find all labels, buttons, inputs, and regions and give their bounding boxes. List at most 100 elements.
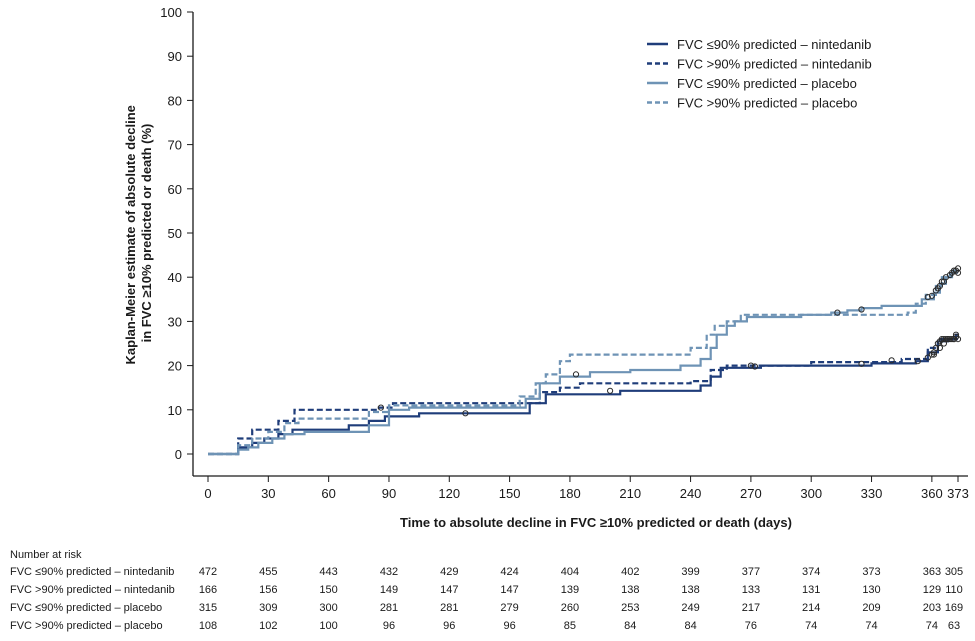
x-tick-label: 90 (382, 486, 396, 501)
risk-row: FVC >90% predicted – nintedanib 166 156 150… (0, 584, 975, 602)
risk-value: 404 (560, 566, 580, 578)
risk-row: FVC >90% predicted – placebo 108 102 100 96 9… (0, 620, 975, 638)
censor-mark (747, 362, 755, 369)
risk-value: 315 (198, 602, 218, 614)
risk-value: 147 (500, 584, 519, 596)
risk-value: 429 (440, 566, 459, 578)
legend-label: FVC >90% predicted – nintedanib (677, 57, 872, 72)
risk-value: 217 (741, 602, 761, 614)
risk-value: 279 (500, 602, 519, 614)
risk-row: FVC ≤90% predicted – placebo 315 309 300 281… (0, 602, 975, 620)
risk-value: 455 (259, 566, 278, 578)
risk-value: 74 (865, 620, 878, 632)
series-line-3 (208, 271, 958, 456)
risk-value: 138 (621, 584, 640, 596)
censor-mark (946, 336, 954, 343)
risk-value: 150 (319, 584, 338, 596)
y-axis-title: Kaplan-Meier estimate of absolute declin… (123, 102, 154, 365)
risk-row: FVC ≤90% predicted – nintedanib 472 455 443… (0, 566, 975, 584)
x-axis-title: Time to absolute decline in FVC ≥10% pre… (400, 515, 792, 530)
y-tick-label: 100 (160, 5, 182, 20)
censor-mark (954, 336, 962, 343)
censor-mark (607, 387, 614, 394)
censor-mark (944, 336, 952, 343)
series-line-4 (208, 269, 958, 456)
risk-value: 363 (922, 566, 942, 578)
legend-label: FVC ≤90% predicted – nintedanib (677, 37, 871, 52)
censor-mark (751, 363, 759, 370)
x-tick-label: 373 (947, 486, 969, 501)
risk-value: 133 (741, 584, 761, 596)
censor-mark (834, 309, 841, 316)
censor-mark (858, 306, 865, 313)
risk-value: 281 (379, 602, 399, 614)
risk-value: 130 (862, 584, 881, 596)
risk-value: 209 (862, 602, 881, 614)
censor-mark (950, 336, 958, 343)
y-tick-label: 20 (168, 359, 182, 374)
risk-value: 402 (621, 566, 640, 578)
risk-value: 85 (563, 620, 577, 632)
risk-value: 249 (681, 602, 700, 614)
risk-table-header: Number at risk (10, 549, 82, 561)
risk-value: 373 (862, 566, 881, 578)
legend-label: FVC >90% predicted – placebo (677, 96, 857, 111)
x-tick-label: 120 (438, 486, 460, 501)
x-tick-label: 150 (499, 486, 521, 501)
censor-mark (936, 344, 944, 351)
risk-value: 129 (922, 584, 942, 596)
number-at-risk-table: Number at risk FVC ≤90% predicted – nint… (0, 549, 975, 641)
risk-row-label: FVC >90% predicted – placebo (10, 620, 163, 632)
y-tick-label: 30 (168, 314, 182, 329)
censor-mark (858, 360, 865, 367)
censor-mark (462, 410, 469, 417)
risk-value: 147 (440, 584, 459, 596)
risk-value: 131 (802, 584, 821, 596)
censor-mark (572, 371, 580, 378)
risk-value: 472 (198, 566, 218, 578)
risk-value: 110 (945, 584, 963, 596)
risk-value: 102 (259, 620, 278, 632)
censor-mark (946, 271, 954, 279)
censor-mark (924, 294, 931, 301)
risk-value: 63 (947, 620, 961, 632)
risk-value: 96 (443, 620, 456, 632)
risk-row-label: FVC ≤90% predicted – nintedanib (10, 566, 175, 578)
censor-mark (940, 340, 948, 347)
risk-value: 84 (624, 620, 637, 632)
y-axis-title-line-1: Kaplan-Meier estimate of absolute declin… (123, 105, 138, 364)
x-tick-label: 0 (204, 486, 211, 501)
risk-value: 203 (922, 602, 942, 614)
kaplan-meier-chart: 0 10 20 30 40 50 60 70 80 90 100 0 30 60 90 120 150 180 21… (123, 5, 969, 530)
risk-value: 253 (621, 602, 640, 614)
y-tick-label: 0 (175, 447, 182, 462)
chart-series (208, 265, 962, 456)
legend-label: FVC ≤90% predicted – placebo (677, 76, 857, 91)
x-tick-label: 210 (619, 486, 641, 501)
censor-mark (930, 351, 938, 358)
risk-value: 96 (503, 620, 516, 632)
series-line-1 (208, 333, 958, 456)
risk-value: 100 (319, 620, 338, 632)
risk-value: 424 (500, 566, 519, 578)
chart-axes: 0 10 20 30 40 50 60 70 80 90 100 0 30 60 90 120 150 180 21… (160, 5, 969, 501)
y-axis-title-line-2: in FVC ≥10% predicted or death (%) (139, 124, 154, 343)
risk-value: 139 (560, 584, 580, 596)
risk-row-label: FVC >90% predicted – nintedanib (10, 584, 175, 596)
risk-value: 309 (259, 602, 278, 614)
y-tick-label: 40 (168, 270, 182, 285)
risk-value: 156 (259, 584, 278, 596)
censor-mark (888, 357, 895, 364)
risk-value: 108 (198, 620, 218, 632)
x-tick-label: 360 (921, 486, 943, 501)
risk-value: 76 (744, 620, 758, 632)
y-tick-label: 70 (168, 138, 182, 153)
risk-value: 377 (741, 566, 761, 578)
risk-value: 260 (560, 602, 580, 614)
censor-mark (938, 278, 946, 285)
risk-value: 96 (382, 620, 396, 632)
risk-value: 166 (198, 584, 218, 596)
chart-legend: FVC ≤90% predicted – nintedanib FVC >90% … (647, 37, 872, 111)
risk-value: 149 (379, 584, 399, 596)
risk-value: 300 (319, 602, 338, 614)
